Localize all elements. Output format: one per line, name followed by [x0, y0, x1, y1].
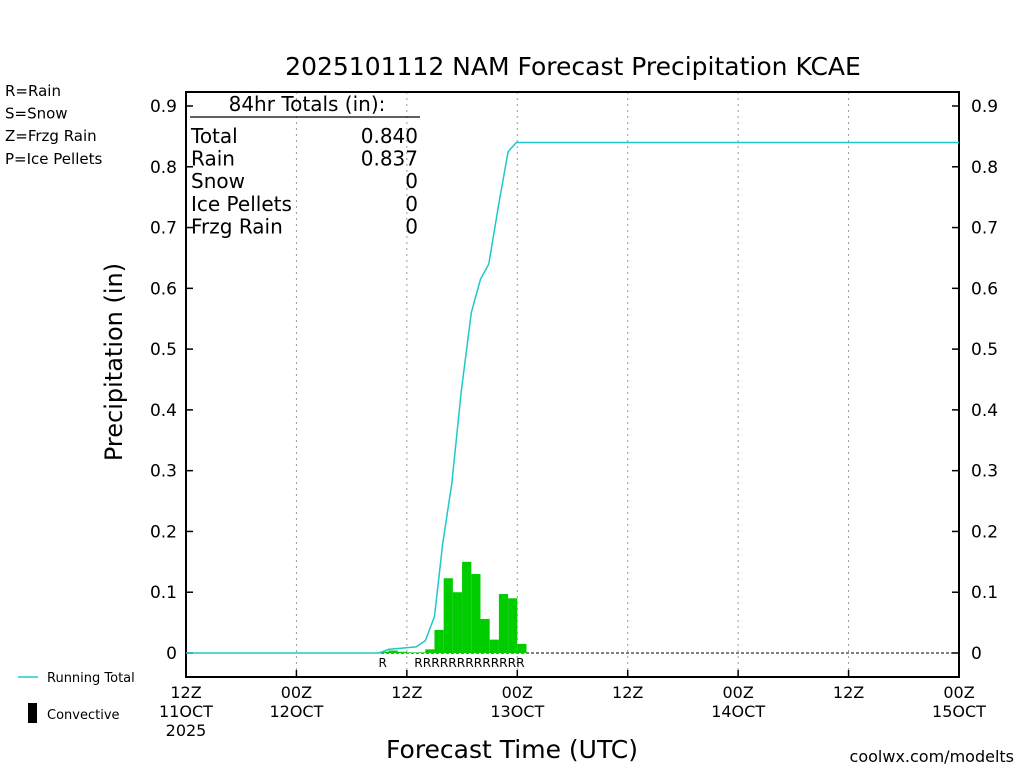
- ptype-legend-item: Z=Frzg Rain: [5, 127, 97, 145]
- y-axis-left: 0 0.1 0.2 0.3 0.4 0.5 0.6 0.7 0.8 0.9: [150, 97, 193, 664]
- totals-value: 0.840: [361, 124, 418, 148]
- totals-value: 0: [405, 192, 418, 216]
- ptype-run: RRRRRRRRRRRRR: [414, 656, 524, 670]
- totals-heading: 84hr Totals (in):: [229, 92, 386, 116]
- y-tick-label: 0.2: [150, 522, 177, 542]
- y-tick-label: 0.8: [150, 158, 177, 178]
- x-tick-label: 12Z: [170, 683, 201, 702]
- precip-bar: [517, 643, 527, 653]
- plot-frame: [185, 91, 960, 678]
- y-tick-label-right: 0.1: [971, 583, 998, 603]
- x-tick-label: 15OCT: [932, 702, 986, 721]
- ptype-legend-item: R=Rain: [5, 82, 61, 100]
- precip-bar: [397, 651, 407, 653]
- x-tick-label: 12Z: [833, 683, 864, 702]
- totals-value: 0.837: [361, 147, 418, 171]
- totals-label: Total: [190, 124, 238, 148]
- chart-title: 2025101112 NAM Forecast Precipitation KC…: [285, 52, 861, 81]
- precip-bar: [471, 573, 481, 653]
- precip-bar: [388, 650, 398, 653]
- grid-lines: [295, 92, 850, 677]
- credit-text: coolwx.com/modelts: [850, 747, 1014, 766]
- y-tick-label: 0.7: [150, 219, 177, 239]
- totals-label: Ice Pellets: [191, 192, 292, 216]
- y-tick-label: 0.1: [150, 583, 177, 603]
- precip-bar: [498, 594, 509, 653]
- legend-convective: Convective: [47, 708, 120, 723]
- totals-label: Rain: [191, 147, 235, 171]
- y-tick-label: 0.4: [150, 401, 177, 421]
- ptype-legend: R=Rain S=Snow Z=Frzg Rain P=Ice Pellets: [5, 82, 102, 168]
- precip-bar: [489, 639, 499, 653]
- x-tick-label: 00Z: [281, 683, 312, 702]
- y-tick-label: 0: [166, 644, 177, 664]
- totals-label: Snow: [191, 169, 245, 193]
- x-tick-label: 13OCT: [490, 702, 544, 721]
- y-tick-label: 0.5: [150, 340, 177, 360]
- y-tick-label-right: 0.2: [971, 522, 998, 542]
- y-tick-label-right: 0.8: [971, 158, 998, 178]
- y-tick-label: 0.9: [150, 97, 177, 117]
- y-tick-label: 0.3: [150, 462, 177, 482]
- precip-bar: [434, 629, 444, 653]
- precip-bar: [508, 598, 518, 653]
- y-tick-label-right: 0.6: [971, 279, 998, 299]
- legend-bar-swatch: [28, 703, 37, 723]
- x-tick-label: 2025: [166, 721, 207, 740]
- ptype-legend-item: S=Snow: [5, 105, 68, 123]
- x-tick-label: 00Z: [502, 683, 533, 702]
- precip-bar: [425, 649, 435, 653]
- precip-bar: [406, 652, 417, 653]
- y-axis-label: Precipitation (in): [100, 263, 128, 461]
- y-tick-label: 0.6: [150, 279, 177, 299]
- bottom-legend: Running Total Convective: [18, 671, 135, 723]
- running-total-line: [186, 141, 959, 654]
- y-tick-label-right: 0.4: [971, 401, 998, 421]
- y-tick-label-right: 0.5: [971, 340, 998, 360]
- totals-value: 0: [405, 214, 418, 238]
- x-tick-label: 12Z: [391, 683, 422, 702]
- y-axis-right: 0 0.1 0.2 0.3 0.4 0.5 0.6 0.7 0.8 0.9: [952, 97, 998, 664]
- y-tick-label-right: 0: [971, 644, 982, 664]
- x-axis-label: Forecast Time (UTC): [386, 735, 638, 764]
- x-tick-label: 00Z: [943, 683, 974, 702]
- precip-bar: [443, 578, 453, 653]
- precip-bar: [480, 618, 490, 653]
- precip-bar: [462, 561, 472, 653]
- precip-bar: [452, 592, 463, 653]
- y-tick-label-right: 0.9: [971, 97, 998, 117]
- y-tick-label-right: 0.7: [971, 219, 998, 239]
- totals-box: 84hr Totals (in): Total 0.840 Rain 0.837 Sno…: [190, 92, 420, 238]
- precip-bar: [379, 651, 389, 653]
- x-tick-label: 11OCT: [159, 702, 213, 721]
- x-tick-label: 12Z: [612, 683, 643, 702]
- y-tick-label-right: 0.3: [971, 462, 998, 482]
- precip-bar: [416, 652, 426, 653]
- ptype-mark: R: [378, 656, 386, 670]
- legend-running-total: Running Total: [47, 671, 135, 686]
- precip-bars: [379, 561, 527, 653]
- x-tick-label: 14OCT: [711, 702, 765, 721]
- ptype-labels: R RRRRRRRRRRRRR: [378, 656, 524, 670]
- ptype-legend-item: P=Ice Pellets: [5, 150, 102, 168]
- totals-value: 0: [405, 169, 418, 193]
- x-tick-label: 12OCT: [269, 702, 323, 721]
- x-tick-label: 00Z: [722, 683, 753, 702]
- totals-label: Frzg Rain: [191, 214, 283, 238]
